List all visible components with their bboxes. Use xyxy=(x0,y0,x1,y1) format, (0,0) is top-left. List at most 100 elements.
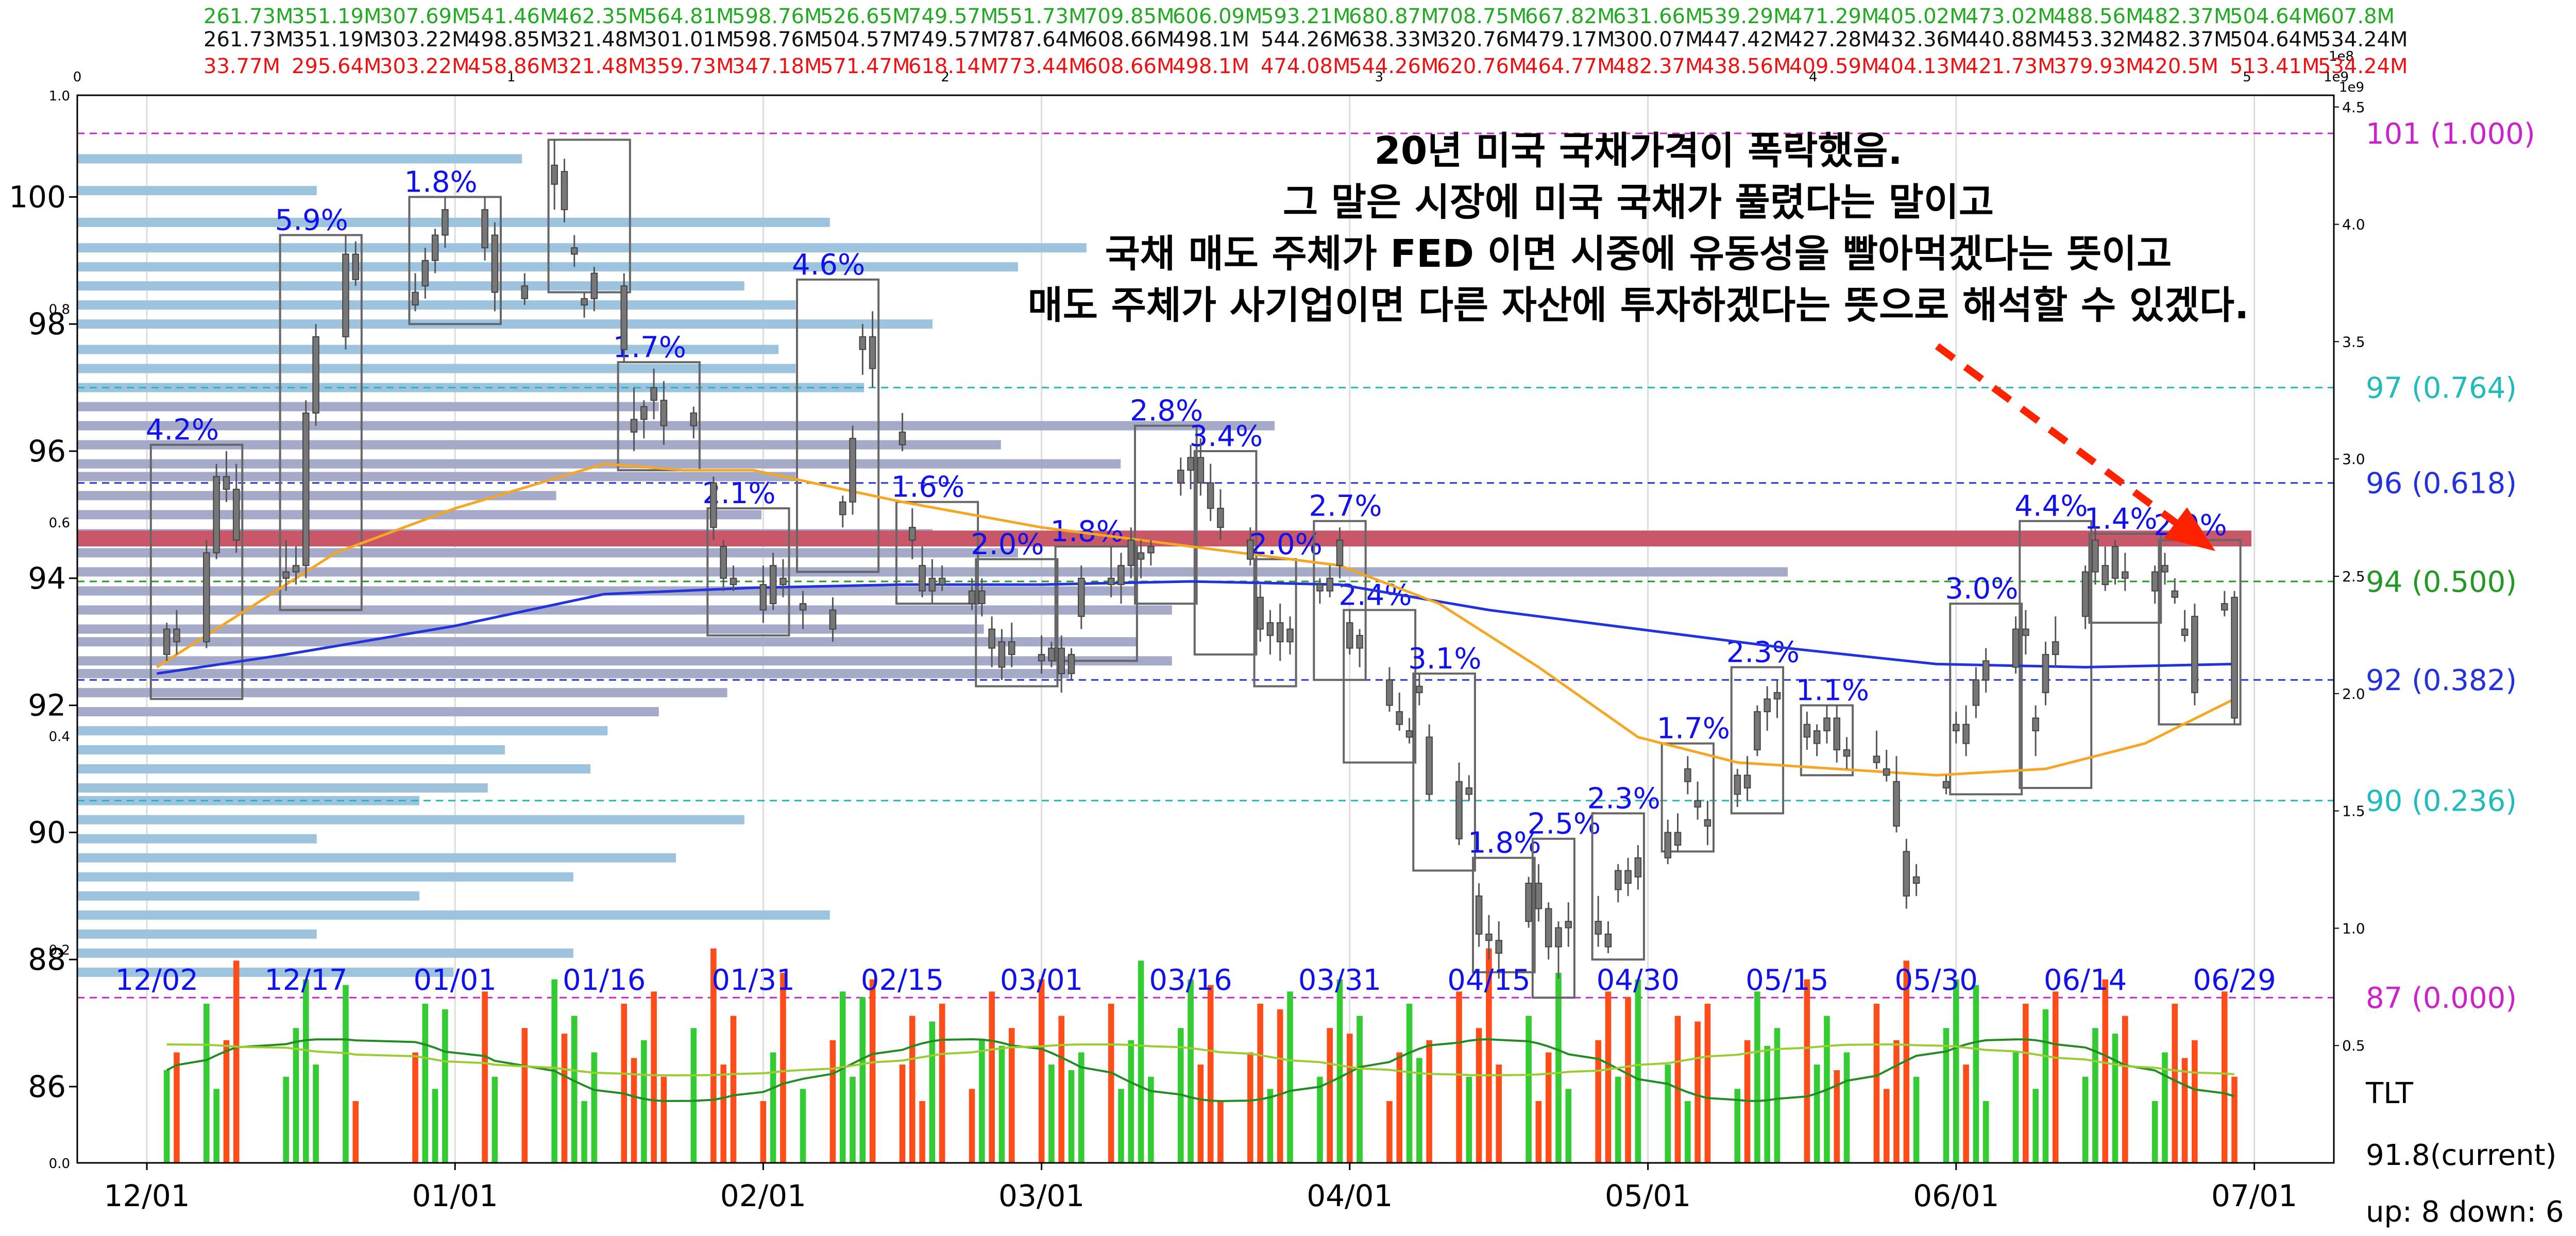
volume-bar-28 xyxy=(660,1076,667,1163)
period-label-7: 03/16 xyxy=(1149,964,1232,997)
secondary-right-tick-label-0: 0.5 xyxy=(2342,1037,2365,1054)
candle-body-88 xyxy=(1535,883,1543,909)
candle-body-16 xyxy=(481,209,488,249)
volume-profile-bar-0 xyxy=(77,154,522,164)
range-box-label-21: 1.1% xyxy=(1796,674,1869,708)
candle-body-81 xyxy=(1426,736,1433,795)
month-tick-label-7: 07/01 xyxy=(2211,1178,2297,1213)
candle-body-118 xyxy=(1952,724,1960,731)
top-black-value-13: 638.33M xyxy=(1349,28,1438,52)
candle-body-99 xyxy=(1684,768,1691,782)
candle-body-11 xyxy=(352,253,360,280)
volume-bar-6 xyxy=(283,1076,289,1163)
candle-body-125 xyxy=(2042,654,2049,693)
candle-body-80 xyxy=(1416,685,1423,693)
range-box-17 xyxy=(1531,837,1575,999)
top-axis-exponent: 1e9 xyxy=(2324,70,2349,85)
volume-bar-115 xyxy=(1903,960,1910,1163)
top-black-value-17: 447.42M xyxy=(1701,28,1791,52)
top-axis-tick-0: 0 xyxy=(73,70,82,85)
candle-body-110 xyxy=(1833,717,1841,750)
candle-body-93 xyxy=(1604,933,1612,948)
range-box-2 xyxy=(408,196,502,325)
secondary-left-tick-3: 0.6 xyxy=(49,516,70,531)
candle-body-55 xyxy=(1067,654,1075,674)
secondary-right-tick-label-8: 4.5 xyxy=(2342,99,2365,116)
volume-bar-79 xyxy=(1406,1003,1413,1163)
candle-body-76 xyxy=(1356,634,1363,649)
volume-bar-83 xyxy=(1466,1076,1472,1163)
top-axis-tick-5: 5 xyxy=(2243,70,2251,85)
candle-body-102 xyxy=(1734,775,1741,795)
top-axis-tick-2: 2 xyxy=(941,70,950,85)
volume-moving-average-fast xyxy=(166,1038,2235,1103)
range-box-22 xyxy=(1949,603,2023,796)
moving-average-orange xyxy=(156,462,2235,777)
candle-body-2 xyxy=(203,552,210,643)
top-black-value-9: 787.64M xyxy=(996,28,1086,52)
volume-bar-23 xyxy=(591,1052,598,1163)
volume-bar-55 xyxy=(1068,1070,1075,1163)
secondary-right-tick-label-6: 3.5 xyxy=(2342,333,2365,350)
volume-bar-76 xyxy=(1357,1016,1363,1163)
top-black-value-12: 544.26M xyxy=(1261,28,1350,52)
candle-body-114 xyxy=(1893,781,1900,827)
candle-body-71 xyxy=(1286,628,1294,643)
volume-bar-88 xyxy=(1535,1101,1542,1163)
range-box-label-8: 2.0% xyxy=(971,528,1044,561)
period-label-0: 12/02 xyxy=(115,964,198,997)
volume-bar-104 xyxy=(1754,991,1760,1163)
candle-body-133 xyxy=(2161,565,2168,573)
candles-layer xyxy=(163,140,2238,979)
secondary-right-exponent-bottom: 1e9 xyxy=(2339,80,2364,95)
range-box-16 xyxy=(1472,856,1536,973)
volume-profile-bar-2 xyxy=(77,217,830,227)
volume-bar-5 xyxy=(233,960,240,1163)
moving-average-layer xyxy=(156,462,2235,1103)
top-red-value-21: 379.93M xyxy=(2054,55,2143,78)
candle-body-113 xyxy=(1883,768,1890,776)
candle-body-34 xyxy=(769,565,777,605)
candle-body-19 xyxy=(551,164,558,185)
volume-bar-137 xyxy=(2221,991,2228,1163)
volume-profile-bar-5 xyxy=(77,281,744,291)
candle-body-124 xyxy=(2032,717,2039,731)
candle-body-134 xyxy=(2171,590,2179,598)
volume-bar-17 xyxy=(492,1076,498,1163)
top-red-value-19: 404.13M xyxy=(1877,55,1967,78)
top-black-value-8: 749.57M xyxy=(908,28,998,52)
top-red-value-0: 33.77M xyxy=(204,55,280,78)
candle-body-18 xyxy=(521,285,529,299)
top-green-value-4: 462.35M xyxy=(556,5,646,28)
candle-body-28 xyxy=(660,400,668,426)
candle-body-45 xyxy=(928,577,936,592)
candle-body-42 xyxy=(899,431,906,445)
volume-bar-102 xyxy=(1734,1089,1741,1163)
volume-bar-47 xyxy=(969,1089,975,1163)
top-green-value-9: 551.73M xyxy=(996,5,1086,28)
volume-profile-bar-36 xyxy=(77,853,676,863)
candle-body-73 xyxy=(1326,577,1333,592)
volume-bar-37 xyxy=(829,1040,836,1163)
candle-body-79 xyxy=(1405,730,1413,738)
price-tick-label-4: 94 xyxy=(28,561,66,596)
candle-body-59 xyxy=(1127,539,1135,566)
month-tick-label-5: 05/01 xyxy=(1605,1178,1691,1213)
annotation-line-3: 국채 매도 주체가 FED 이면 시중에 유동성을 빨아먹겠다는 뜻이고 xyxy=(1105,232,2172,276)
volume-bar-130 xyxy=(2112,1034,2119,1163)
top-black-value-3: 498.85M xyxy=(468,28,557,52)
axes-layer: 12/01 01/01 02/01 03/01 04/01 05/01 06/01 07/01… xyxy=(9,49,2365,1213)
top-red-value-6: 347.18M xyxy=(732,55,822,78)
volume-bar-36 xyxy=(800,1089,806,1163)
volume-bar-67 xyxy=(1247,1052,1253,1163)
top-green-value-17: 539.29M xyxy=(1701,5,1791,28)
candle-body-4 xyxy=(223,476,230,490)
top-green-value-13: 680.87M xyxy=(1349,5,1438,28)
candle-body-92 xyxy=(1595,921,1602,935)
volume-profile-bar-16 xyxy=(77,491,556,501)
secondary-right-tick-label-2: 1.5 xyxy=(2342,803,2365,820)
volume-bar-84 xyxy=(1476,1028,1482,1163)
candle-body-101 xyxy=(1704,819,1711,827)
top-black-value-22: 482.37M xyxy=(2142,28,2231,52)
candle-body-3 xyxy=(213,476,220,554)
